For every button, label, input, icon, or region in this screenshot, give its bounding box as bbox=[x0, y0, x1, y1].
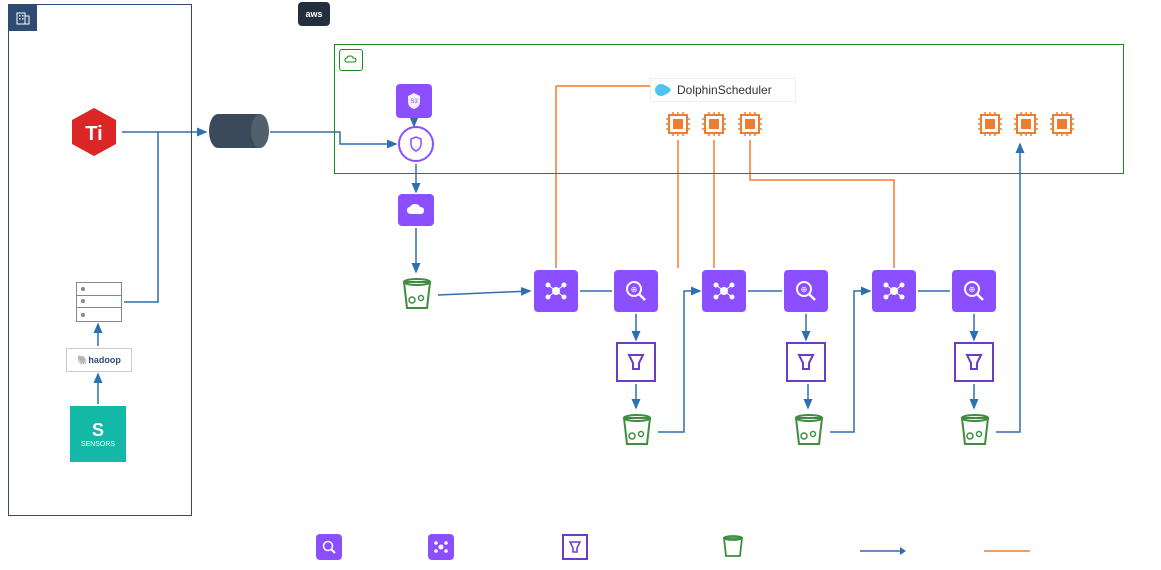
aws-logo: aws bbox=[298, 2, 330, 26]
athena-1-icon: ⊕ bbox=[614, 270, 658, 312]
sensors-logo: S SENSORS bbox=[70, 406, 126, 462]
cloud-service-icon bbox=[398, 194, 434, 226]
svg-text:S3: S3 bbox=[410, 99, 418, 105]
shield-icon bbox=[398, 126, 434, 162]
legend-orange-arrow bbox=[982, 544, 1032, 556]
glue-1-icon bbox=[616, 342, 656, 382]
dolphin-text: DolphinScheduler bbox=[677, 83, 772, 97]
emr-2-icon bbox=[702, 270, 746, 312]
chip-3 bbox=[736, 110, 764, 138]
athena-3-icon: ⊕ bbox=[952, 270, 996, 312]
s3-bucket-4 bbox=[956, 412, 994, 450]
svg-text:⊕: ⊕ bbox=[969, 285, 976, 294]
chip-4 bbox=[976, 110, 1004, 138]
ti-logo: Ti bbox=[68, 106, 120, 158]
building-icon bbox=[15, 10, 31, 26]
vpc-frame bbox=[334, 44, 1124, 174]
chip-6 bbox=[1048, 110, 1076, 138]
legend-athena-icon bbox=[316, 534, 342, 560]
s3-bucket-2 bbox=[618, 412, 656, 450]
chip-5 bbox=[1012, 110, 1040, 138]
legend-emr-icon bbox=[428, 534, 454, 560]
glue-2-icon bbox=[786, 342, 826, 382]
svg-text:⊕: ⊕ bbox=[631, 285, 638, 294]
legend-glue-icon bbox=[562, 534, 588, 560]
emr-1-icon bbox=[534, 270, 578, 312]
emr-3-icon bbox=[872, 270, 916, 312]
athena-2-icon: ⊕ bbox=[784, 270, 828, 312]
chip-1 bbox=[664, 110, 692, 138]
cloud-lock-icon bbox=[343, 54, 359, 66]
svg-text:Ti: Ti bbox=[85, 123, 102, 145]
s3-bucket-3 bbox=[790, 412, 828, 450]
s3-badge-icon: S3 bbox=[396, 84, 432, 118]
chip-2 bbox=[700, 110, 728, 138]
dolphin-scheduler-label: DolphinScheduler bbox=[650, 78, 796, 102]
svg-text:⊕: ⊕ bbox=[801, 285, 808, 294]
legend-s3-icon bbox=[720, 534, 746, 560]
s3-bucket-1 bbox=[398, 276, 436, 314]
data-cylinder bbox=[208, 112, 270, 150]
server-icon bbox=[76, 282, 122, 322]
glue-3-icon bbox=[954, 342, 994, 382]
legend-blue-arrow bbox=[858, 544, 908, 556]
hadoop-logo: 🐘hadoop bbox=[66, 348, 132, 372]
